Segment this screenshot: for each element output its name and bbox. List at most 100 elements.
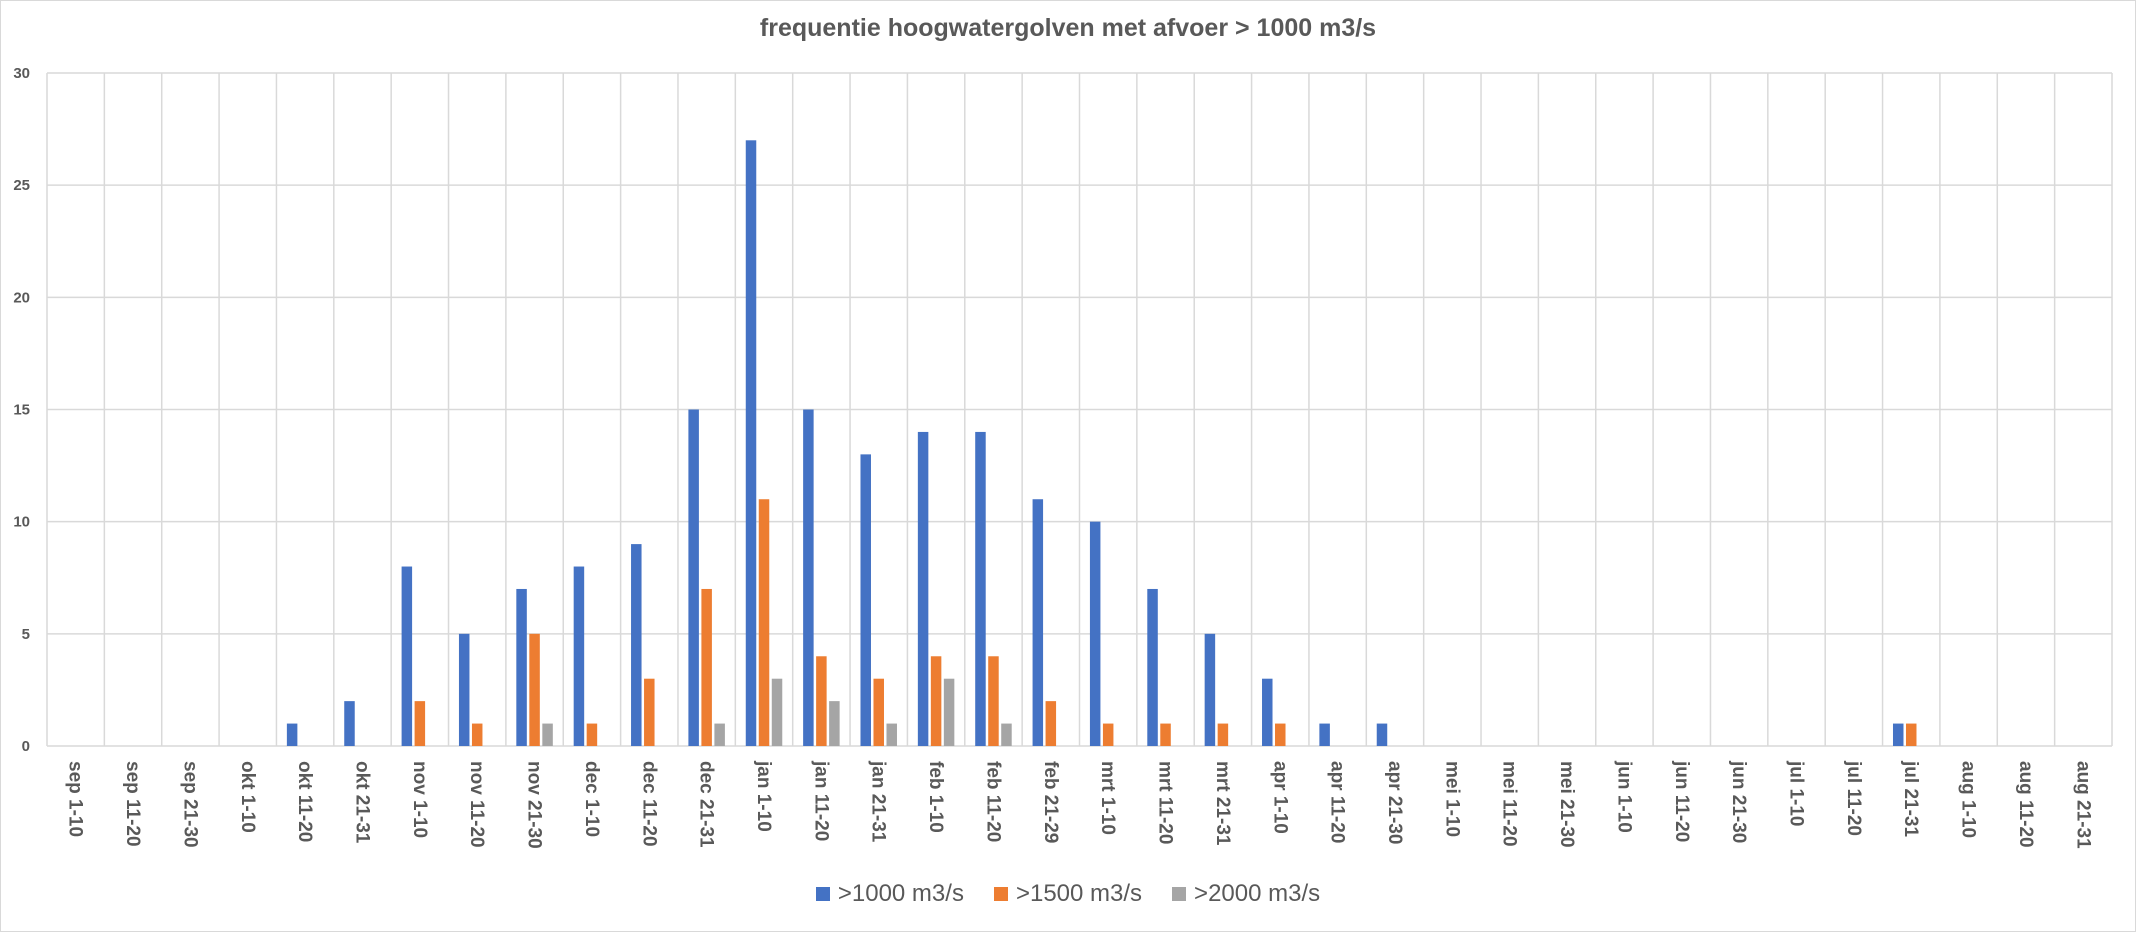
legend-label: >1500 m3/s	[1015, 880, 1143, 907]
x-tick-label: jun 11-20	[1671, 760, 1692, 842]
bar	[758, 499, 770, 746]
bar	[771, 678, 783, 746]
bar	[1905, 723, 1917, 746]
bar	[586, 723, 598, 746]
bar	[943, 678, 955, 746]
bar	[644, 678, 655, 746]
bar	[1102, 723, 1114, 746]
x-tick-label: mrt 21-31	[1212, 761, 1233, 846]
x-tick-label: feb 1-10	[925, 761, 946, 833]
bar	[873, 678, 884, 746]
x-tick-label: mei 21-30	[1556, 761, 1577, 848]
bar	[1319, 723, 1330, 746]
bar	[529, 633, 540, 746]
bar	[631, 544, 642, 746]
bar	[803, 409, 814, 746]
bar	[1001, 723, 1012, 746]
x-tick-label: sep 1-10	[65, 761, 86, 837]
x-tick-label: dec 21-31	[696, 761, 717, 848]
bar	[286, 723, 298, 746]
x-tick-label: jan 1-10	[753, 760, 774, 832]
x-tick-label: jan 21-31	[868, 760, 889, 843]
legend-item: >1500 m3/s	[993, 880, 1143, 908]
bars	[286, 140, 1917, 747]
x-tick-label: feb 11-20	[982, 761, 1003, 842]
bar	[542, 723, 553, 746]
bar	[1275, 723, 1286, 746]
x-tick-label: mrt 11-20	[1155, 761, 1176, 844]
legend-swatch	[993, 887, 1008, 901]
x-tick-label: jul 21-31	[1900, 760, 1921, 837]
x-tick-label: apr 21-30	[1384, 761, 1405, 844]
y-tick-label: 10	[13, 514, 30, 531]
x-tick-label: okt 1-10	[237, 761, 258, 833]
bar	[930, 656, 942, 746]
legend-swatch	[1172, 887, 1187, 901]
bar	[1089, 521, 1101, 746]
x-tick-label: jun 1-10	[1613, 760, 1634, 833]
bar	[860, 454, 871, 746]
bar	[816, 656, 827, 746]
bar	[414, 701, 426, 746]
y-tick-label: 5	[22, 626, 30, 643]
bar	[714, 723, 725, 746]
x-tick-label: aug 11-20	[2015, 761, 2036, 848]
x-tick-label: mei 11-20	[1499, 761, 1520, 847]
legend: >1000 m3/s >1500 m3/s >2000 m3/s	[0, 880, 2136, 908]
x-tick-label: sep 21-30	[179, 761, 200, 848]
y-tick-label: 20	[13, 289, 30, 306]
y-tick-label: 30	[13, 65, 30, 82]
bar	[573, 566, 585, 746]
bar	[829, 701, 840, 746]
x-tick-label: jul 11-20	[1843, 760, 1864, 836]
x-tick-label: jul 1-10	[1786, 760, 1807, 826]
x-tick-label: nov 11-20	[466, 761, 487, 848]
y-tick-label: 25	[13, 177, 30, 194]
legend-item: >1000 m3/s	[815, 880, 964, 908]
x-tick-label: aug 1-10	[1958, 761, 1979, 838]
bar	[344, 701, 355, 746]
x-tick-label: apr 11-20	[1327, 761, 1348, 843]
x-tick-label: jan 11-20	[810, 760, 831, 841]
x-tick-label: okt 21-31	[351, 761, 372, 844]
chart-title: frequentie hoogwatergolven met afvoer > …	[759, 14, 1377, 42]
bar	[1262, 678, 1273, 746]
legend-swatch	[815, 887, 830, 901]
bar	[1160, 723, 1171, 746]
x-tick-label: apr 1-10	[1269, 761, 1290, 834]
bar	[1376, 723, 1388, 746]
bar	[1217, 723, 1229, 746]
bar	[886, 723, 897, 746]
bar	[745, 140, 757, 747]
x-tick-label: mei 1-10	[1441, 761, 1462, 837]
bar	[988, 656, 999, 746]
x-axis-ticks: sep 1-10 sep 11-20 sep 21-30 okt 1-10 okt 11…	[65, 760, 2094, 849]
x-tick-label: dec 1-10	[581, 761, 602, 837]
x-tick-label: nov 1-10	[409, 761, 430, 838]
bar	[1032, 499, 1044, 746]
y-tick-label: 15	[13, 402, 30, 419]
x-tick-label: sep 11-20	[122, 761, 143, 847]
bar	[458, 633, 470, 746]
gridlines	[46, 72, 2113, 747]
bar	[471, 723, 483, 746]
x-tick-label: aug 21-31	[2072, 761, 2093, 849]
x-tick-label: feb 21-29	[1040, 761, 1061, 843]
x-tick-label: jun 21-30	[1728, 760, 1749, 843]
bar	[1045, 701, 1057, 746]
legend-label: >2000 m3/s	[1194, 880, 1321, 907]
legend-item: >2000 m3/s	[1172, 880, 1320, 908]
x-tick-label: nov 21-30	[524, 761, 545, 849]
x-tick-label: okt 11-20	[294, 761, 315, 842]
bar	[975, 431, 986, 746]
x-tick-label: dec 11-20	[638, 761, 659, 847]
bar	[917, 431, 929, 746]
bar	[401, 566, 413, 746]
bar	[1204, 633, 1216, 746]
bar	[516, 588, 527, 746]
bar	[701, 588, 712, 746]
bar	[1147, 588, 1158, 746]
y-tick-label: 0	[22, 738, 30, 755]
x-tick-label: mrt 1-10	[1097, 761, 1118, 835]
